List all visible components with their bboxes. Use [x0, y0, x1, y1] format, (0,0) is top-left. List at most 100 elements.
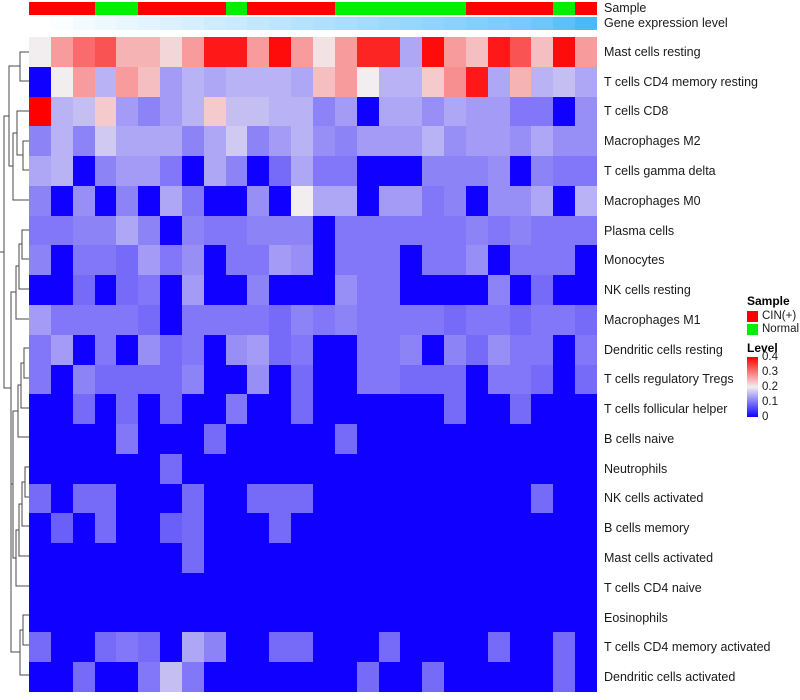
- heatmap-cell: [203, 483, 226, 514]
- heatmap-cell: [553, 543, 576, 573]
- gene-expression-annotation-cell: [181, 17, 204, 30]
- sample-annotation-cell: [422, 2, 445, 15]
- heatmap-cell: [94, 275, 117, 305]
- heatmap-cell: [138, 364, 161, 395]
- heatmap-cell: [181, 334, 204, 365]
- heatmap-cell: [181, 66, 204, 97]
- heatmap-cell: [465, 215, 488, 246]
- heatmap-cell: [378, 126, 401, 157]
- gene-expression-annotation-cell: [422, 17, 445, 30]
- heatmap-cell: [465, 453, 488, 484]
- heatmap-cell: [138, 126, 161, 157]
- heatmap-cell: [50, 453, 73, 484]
- heatmap-cell: [116, 215, 139, 246]
- heatmap-cell: [465, 334, 488, 365]
- heatmap-cell: [72, 602, 95, 633]
- sample-annotation-cell: [465, 2, 488, 15]
- heatmap-row-label: Macrophages M2: [604, 134, 701, 149]
- heatmap-cell: [160, 96, 182, 127]
- heatmap-cell: [116, 96, 139, 127]
- heatmap-cell: [291, 245, 313, 276]
- heatmap-cell: [94, 602, 117, 633]
- heatmap-cell: [509, 334, 532, 365]
- heatmap-cell: [160, 185, 182, 216]
- heatmap-cell: [422, 96, 445, 127]
- heatmap-cell: [422, 394, 445, 425]
- heatmap-cell: [378, 156, 401, 186]
- heatmap-cell: [509, 275, 532, 305]
- heatmap-cell: [509, 602, 532, 633]
- heatmap-cell: [334, 394, 357, 425]
- heatmap-cell: [203, 602, 226, 633]
- heatmap-cell: [487, 156, 510, 186]
- heatmap-cell: [160, 364, 182, 395]
- sample-annotation-cell: [312, 2, 335, 15]
- heatmap-cell: [465, 185, 488, 216]
- heatmap-cell: [378, 185, 401, 216]
- heatmap-cell: [269, 513, 292, 544]
- heatmap-cell: [444, 364, 466, 395]
- heatmap-cell: [465, 483, 488, 514]
- heatmap-cell: [160, 572, 182, 603]
- heatmap-cell: [94, 37, 117, 67]
- heatmap-cell: [116, 334, 139, 365]
- heatmap-cell: [116, 662, 139, 692]
- heatmap-cell: [356, 572, 379, 603]
- heatmap-cell: [334, 662, 357, 692]
- heatmap-cell: [575, 304, 597, 335]
- heatmap-cell: [291, 37, 313, 67]
- gene-expression-annotation-cell: [138, 17, 161, 30]
- heatmap-cell: [72, 424, 95, 454]
- heatmap-cell: [138, 632, 161, 663]
- sample-annotation-cell: [334, 2, 357, 15]
- heatmap-cell: [72, 156, 95, 186]
- heatmap-cell: [72, 483, 95, 514]
- heatmap-cell: [422, 185, 445, 216]
- heatmap-cell: [247, 66, 270, 97]
- heatmap-cell: [356, 126, 379, 157]
- heatmap-cell: [400, 364, 423, 395]
- heatmap-cell: [94, 424, 117, 454]
- level-tick-label: 0.3: [762, 366, 778, 378]
- heatmap-cell: [312, 275, 335, 305]
- heatmap-cell: [575, 543, 597, 573]
- heatmap-cell: [575, 156, 597, 186]
- heatmap-cell: [225, 424, 248, 454]
- heatmap-cell: [444, 632, 466, 663]
- heatmap-cell: [269, 424, 292, 454]
- sample-annotation-cell: [487, 2, 510, 15]
- gene-expression-annotation-cell: [50, 17, 73, 30]
- heatmap-cell: [531, 513, 554, 544]
- heatmap-cell: [312, 513, 335, 544]
- sample-annotation-cell: [50, 2, 73, 15]
- heatmap-cell: [29, 424, 51, 454]
- heatmap-cell: [160, 156, 182, 186]
- heatmap-cell: [553, 275, 576, 305]
- heatmap-cell: [531, 453, 554, 484]
- heatmap-cell: [72, 662, 95, 692]
- heatmap-cell: [509, 215, 532, 246]
- heatmap-cell: [247, 513, 270, 544]
- heatmap-cell: [312, 572, 335, 603]
- heatmap-cell: [269, 602, 292, 633]
- heatmap-cell: [29, 602, 51, 633]
- heatmap-cell: [269, 126, 292, 157]
- heatmap-cell: [531, 126, 554, 157]
- heatmap-cell: [487, 602, 510, 633]
- heatmap-cell: [203, 572, 226, 603]
- heatmap-cell: [269, 185, 292, 216]
- heatmap-row-label: Neutrophils: [604, 461, 668, 476]
- heatmap-cell: [94, 156, 117, 186]
- heatmap-cell: [575, 37, 597, 67]
- sample-annotation-cell: [444, 2, 466, 15]
- heatmap-cell: [400, 334, 423, 365]
- gene-expression-annotation-cell: [356, 17, 379, 30]
- heatmap-cell: [291, 185, 313, 216]
- heatmap-cell: [203, 245, 226, 276]
- heatmap-cell: [553, 453, 576, 484]
- heatmap-cell: [160, 304, 182, 335]
- heatmap-cell: [312, 96, 335, 127]
- heatmap-cell: [94, 126, 117, 157]
- heatmap-row-label: Mast cells activated: [604, 551, 714, 566]
- heatmap-cell: [444, 215, 466, 246]
